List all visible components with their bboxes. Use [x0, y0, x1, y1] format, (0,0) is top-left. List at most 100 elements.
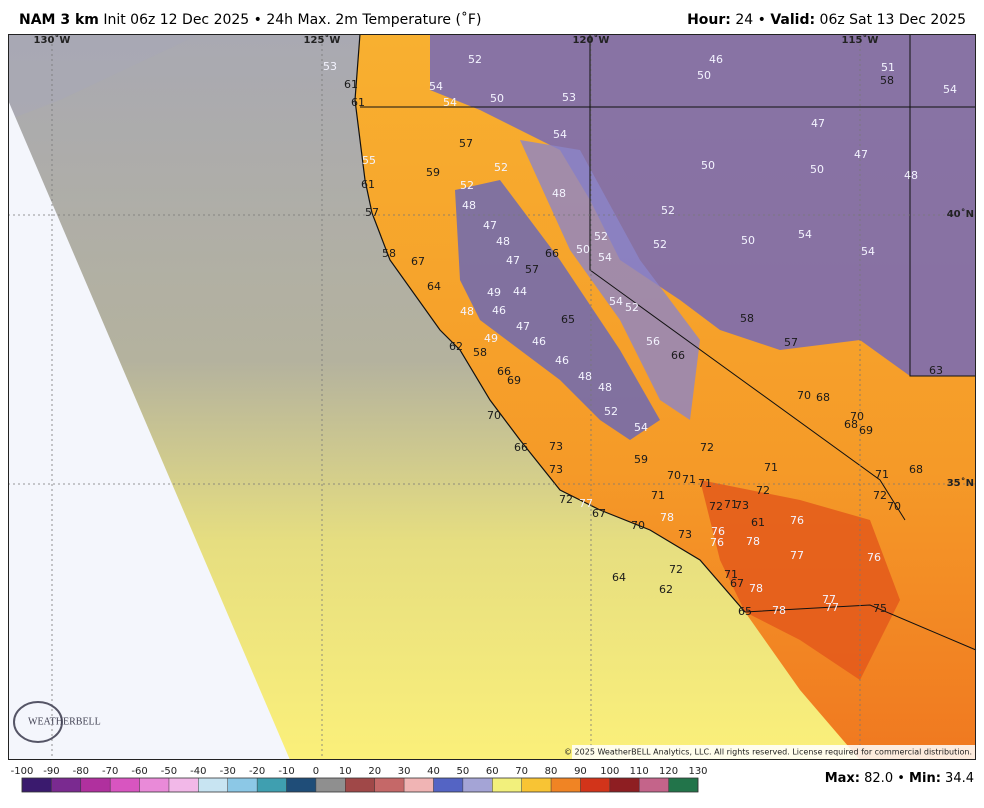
- colorbar-tick-label: 120: [659, 766, 678, 777]
- colorbar-segment: [345, 778, 375, 792]
- temperature-label: 73: [678, 528, 692, 541]
- temperature-label: 52: [604, 405, 618, 418]
- temperature-label: 54: [609, 295, 623, 308]
- min-label: Min:: [909, 771, 941, 786]
- temperature-label: 52: [460, 179, 474, 192]
- temperature-label: 48: [462, 199, 476, 212]
- temperature-label: 48: [552, 187, 566, 200]
- max: 82.0: [864, 771, 894, 786]
- temperature-label: 47: [516, 320, 530, 333]
- model: NAM 3 km: [19, 12, 99, 28]
- separator: •: [897, 771, 905, 786]
- temperature-label: 54: [798, 228, 812, 241]
- copyright: © 2025 WeatherBELL Analytics, LLC. All r…: [564, 748, 972, 757]
- hour-label: Hour:: [687, 12, 731, 28]
- colorbar-segment: [110, 778, 140, 792]
- temperature-label: 72: [756, 484, 770, 497]
- temperature-label: 70: [631, 519, 645, 532]
- temperature-label: 71: [651, 489, 665, 502]
- header: NAM 3 km Init 06z 12 Dec 2025 • 24h Max.…: [0, 0, 984, 34]
- colorbar-segment: [551, 778, 581, 792]
- temperature-label: 77: [790, 549, 804, 562]
- temperature-label: 71: [724, 498, 738, 511]
- temperature-label: 59: [634, 453, 648, 466]
- border: [744, 604, 977, 651]
- temperature-label: 50: [490, 92, 504, 105]
- colorbar-segment: [404, 778, 434, 792]
- colorbar-segment: [374, 778, 405, 792]
- header-right: Hour: 24 • Valid: 06z Sat 13 Dec 2025: [687, 12, 966, 28]
- colorbar-tick-label: 30: [398, 766, 411, 777]
- colorbar-tick-label: -20: [249, 766, 265, 777]
- colorbar-tick-label: 40: [427, 766, 440, 777]
- temperature-label: 68: [909, 463, 923, 476]
- temperature-label: 77: [825, 601, 839, 614]
- temperature-label: 53: [562, 91, 576, 104]
- colorbar-segment: [492, 778, 522, 792]
- temperature-label: 52: [625, 301, 639, 314]
- temperature-label: 62: [449, 340, 463, 353]
- temperature-label: 70: [887, 500, 901, 513]
- temperature-label: 46: [532, 335, 546, 348]
- logo: WEATHERBELL: [28, 716, 101, 727]
- header-left: NAM 3 km Init 06z 12 Dec 2025 • 24h Max.…: [19, 12, 481, 28]
- temperature-label: 67: [592, 507, 606, 520]
- temperature-label: 64: [612, 571, 626, 584]
- colorbar-segment: [22, 778, 52, 792]
- colorbar-segment: [139, 778, 169, 792]
- temperature-label: 58: [880, 74, 894, 87]
- temperature-label: 70: [850, 410, 864, 423]
- temperature-label: 54: [634, 421, 648, 434]
- colorbar-segment: [521, 778, 552, 792]
- temperature-label: 48: [904, 169, 918, 182]
- valid: 06z Sat 13 Dec 2025: [819, 12, 966, 28]
- temperature-label: 68: [844, 418, 858, 431]
- temperature-label: 66: [545, 247, 559, 260]
- colorbar-tick-label: 60: [486, 766, 499, 777]
- temperature-label: 72: [559, 493, 573, 506]
- temperature-label: 65: [738, 605, 752, 618]
- temperature-label: 47: [811, 117, 825, 130]
- temperature-label: 70: [667, 469, 681, 482]
- temperature-label: 76: [790, 514, 804, 527]
- temperature-label: 57: [459, 137, 473, 150]
- temperature-label: 70: [487, 409, 501, 422]
- temperature-label: 54: [943, 83, 957, 96]
- lon-label: 125˚W: [304, 34, 341, 46]
- temperature-label: 57: [525, 263, 539, 276]
- temperature-label: 61: [751, 516, 765, 529]
- temperature-label: 52: [653, 238, 667, 251]
- colorbar-tick-label: -70: [102, 766, 118, 777]
- temperature-label: 63: [929, 364, 943, 377]
- colorbar-segment: [168, 778, 199, 792]
- temperature-label: 57: [784, 336, 798, 349]
- colorbar-segment: [433, 778, 463, 792]
- colorbar-tick-label: 130: [688, 766, 707, 777]
- temperature-label: 76: [710, 536, 724, 549]
- temperature-label: 65: [561, 313, 575, 326]
- logo-swirl: [13, 701, 63, 743]
- colorbar-tick-label: 80: [545, 766, 558, 777]
- temperature-label: 52: [661, 204, 675, 217]
- temperature-label: 75: [873, 602, 887, 615]
- temperature-label: 50: [810, 163, 824, 176]
- colorbar-tick-label: -10: [278, 766, 294, 777]
- colorbar-tick-label: 70: [515, 766, 528, 777]
- temperature-label: 54: [553, 128, 567, 141]
- temperature-label: 52: [494, 161, 508, 174]
- colorbar-segment: [286, 778, 316, 792]
- lon-label: 115˚W: [842, 34, 879, 46]
- temperature-label: 72: [873, 489, 887, 502]
- temperature-label: 76: [867, 551, 881, 564]
- temperature-label: 55: [362, 154, 376, 167]
- temperature-label: 58: [473, 346, 487, 359]
- valid-label: Valid:: [770, 12, 816, 28]
- temperature-label: 52: [594, 230, 608, 243]
- ocean-shade: [8, 34, 200, 120]
- colorbar-tick-label: 0: [313, 766, 319, 777]
- state-border: [589, 34, 906, 521]
- colorbar-frame: [21, 777, 699, 793]
- temperature-label: 54: [598, 251, 612, 264]
